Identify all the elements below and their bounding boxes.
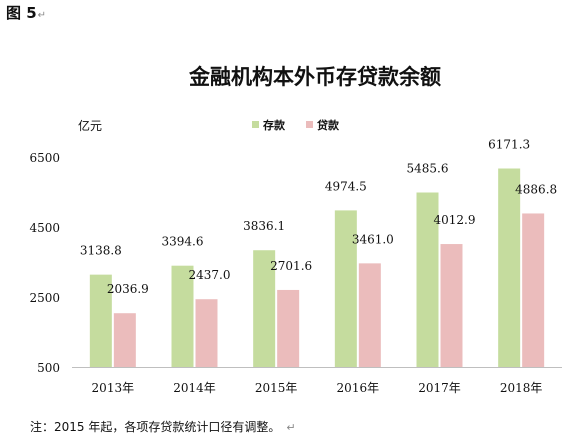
data-label: 3836.1 (243, 219, 285, 233)
y-tick-label: 6500 (29, 151, 60, 165)
x-tick-label: 2017年 (418, 381, 461, 395)
bar-存款 (253, 250, 276, 367)
x-tick-label: 2015年 (255, 381, 298, 395)
bar-贷款 (113, 313, 136, 367)
bar-存款 (171, 265, 194, 367)
y-tick-label: 500 (37, 361, 60, 375)
x-axis: 2013年 2014年 2015年 2016年 2017年 2018年 (72, 367, 562, 395)
x-tick-label: 2014年 (173, 381, 216, 395)
data-label: 2701.6 (270, 259, 312, 273)
bar-贷款 (277, 289, 300, 367)
bar-存款 (416, 192, 439, 367)
data-label: 5485.6 (407, 162, 449, 176)
chart-title: 金融机构本外币存贷款余额 (188, 64, 441, 89)
bar-存款 (89, 274, 112, 367)
data-label: 3138.8 (80, 244, 122, 258)
bar-贷款 (440, 244, 463, 367)
data-label: 6171.3 (488, 138, 530, 152)
legend-label: 存款 (263, 118, 286, 132)
bars (89, 168, 545, 367)
x-tick-label: 2013年 (92, 381, 135, 395)
footnote: 注：2015 年起，各项存贷款统计口径有调整。 ↵ (30, 420, 296, 434)
data-labels: 3138.8 3394.6 3836.1 4974.5 5485.6 6171.3 2036… (80, 138, 557, 297)
y-tick-label: 2500 (29, 291, 60, 305)
data-label: 3394.6 (162, 235, 204, 249)
data-label: 2437.0 (189, 268, 231, 282)
data-label: 4974.5 (325, 179, 367, 193)
data-label: 3461.0 (352, 232, 394, 246)
y-axis-unit: 亿元 (78, 118, 102, 133)
x-tick-label: 2016年 (337, 381, 380, 395)
figure-label: 图 5↵ (6, 4, 47, 22)
data-label: 2036.9 (107, 282, 149, 296)
data-label: 4886.8 (515, 182, 557, 196)
bar-存款 (334, 210, 357, 367)
legend-swatch (252, 121, 259, 128)
legend-swatch (306, 121, 313, 128)
y-tick-label: 4500 (29, 221, 60, 235)
bar-存款 (498, 168, 521, 367)
legend-label: 贷款 (317, 118, 340, 132)
bar-贷款 (195, 299, 218, 367)
legend: 存款 贷款 (252, 118, 340, 132)
x-tick-label: 2018年 (500, 381, 543, 395)
bar-贷款 (522, 213, 545, 367)
y-axis: 500 2500 4500 6500 (29, 151, 60, 375)
data-label: 4012.9 (434, 213, 476, 227)
bar-贷款 (358, 263, 381, 367)
